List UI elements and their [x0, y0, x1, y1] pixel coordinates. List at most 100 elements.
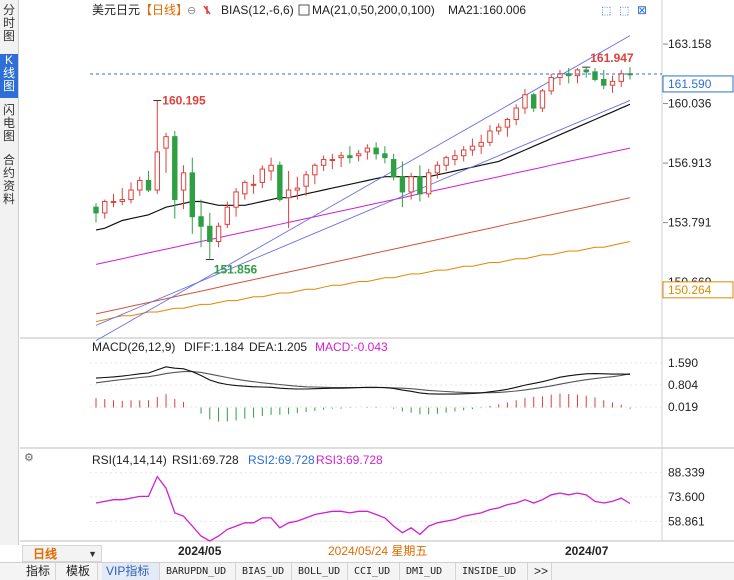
candle-up — [548, 77, 554, 92]
macd-title: MACD(26,12,9) — [92, 340, 175, 354]
expand-icon[interactable]: ⬚ — [601, 5, 611, 17]
candle-down — [531, 94, 537, 109]
settings-icon[interactable]: ⊖ — [187, 5, 196, 17]
candle-up — [495, 126, 502, 132]
period-select[interactable]: 日线 ▼ — [22, 545, 102, 562]
tab-heyue[interactable]: 合约资料 — [2, 153, 15, 206]
tab-indicators[interactable]: 指标 — [22, 563, 56, 580]
candle-up — [434, 164, 441, 174]
rsi2-value: RSI2:69.728 — [248, 453, 315, 467]
candle-up — [539, 90, 546, 109]
tab-more[interactable]: >> — [530, 563, 552, 580]
candle-down — [277, 164, 283, 201]
candle-down — [382, 153, 388, 159]
current-price-label: 161.590 — [668, 77, 712, 91]
rsi-tick-label: 73.600 — [668, 490, 705, 504]
candle-down — [417, 176, 423, 195]
tab-boll[interactable]: BOLL_UD — [294, 563, 348, 580]
candle-up — [163, 136, 169, 149]
tab-barupdn[interactable]: BARUPDN_UD — [162, 563, 236, 580]
ma100-line — [95, 241, 631, 323]
candle-up — [242, 181, 248, 195]
candle-up — [469, 145, 476, 151]
channel-upper-line — [95, 35, 631, 342]
low-annotation: 151.856 — [214, 262, 258, 276]
candle-up — [504, 119, 511, 128]
macd-tick-label: 1.590 — [668, 356, 698, 370]
candle-up — [224, 206, 231, 225]
candle-up — [609, 80, 616, 86]
tab-cci[interactable]: CCI_UD — [350, 563, 400, 580]
macd-lines — [95, 366, 631, 395]
high-annotation: 160.195 — [162, 94, 206, 108]
tab-kline[interactable]: K线图 — [0, 54, 18, 98]
candle-up — [312, 164, 318, 176]
price-tick-label: 153.791 — [668, 216, 712, 230]
price-tick-label: 156.913 — [668, 156, 712, 170]
candle-down — [592, 71, 598, 80]
candle-up — [487, 130, 493, 143]
tab-shandian[interactable]: 闪电图 — [2, 103, 15, 143]
candle-down — [583, 69, 589, 73]
ma21-line — [95, 103, 631, 231]
tab-inside[interactable]: INSIDE_UD — [458, 563, 528, 580]
rsi-title: RSI(14,14,14) — [92, 453, 167, 467]
candle-up — [233, 191, 239, 208]
candle-up — [102, 200, 108, 214]
rsi-settings-icon[interactable]: ⚙ — [24, 452, 34, 464]
candle-up — [180, 172, 187, 191]
close-icon[interactable]: ⊠ — [637, 3, 647, 17]
candle-up — [513, 107, 519, 120]
macd-diff: DIFF:1.184 — [184, 340, 244, 354]
ma-label: MA(21,0,50,200,0,100) — [312, 3, 435, 17]
symbol-name: 美元日元 — [92, 3, 140, 17]
candle-up — [329, 159, 336, 162]
candle-down — [198, 216, 204, 227]
macd_diff-line — [95, 366, 631, 395]
candle-down — [172, 136, 178, 201]
tab-templates[interactable]: 模板 — [62, 563, 98, 580]
bottom-tab-bar: 指标 模板 VIP指标 BARUPDN_UD BIAS_UD BOLL_UD C… — [0, 562, 734, 580]
candle-up — [355, 153, 362, 157]
macd-grid — [90, 362, 662, 408]
candle-up — [268, 164, 274, 172]
candle-down — [207, 225, 213, 242]
fullscreen-icon[interactable]: ⬚ — [619, 5, 629, 17]
macd-tick-label: 0.019 — [668, 400, 698, 414]
candle-up — [119, 199, 125, 202]
ma-toggle-icon[interactable] — [298, 4, 310, 16]
candle-down — [145, 180, 152, 191]
kline-chart[interactable]: 美元日元 【日线】 ⊖ BIAS(12,-6,6) MA(21,0,50,200… — [0, 0, 734, 562]
candle-up — [215, 225, 222, 242]
candles — [93, 66, 633, 260]
candle-up — [285, 189, 292, 199]
candle-up — [110, 200, 117, 203]
price-tick-label: 160.036 — [668, 97, 712, 111]
price-tick-label: 163.158 — [668, 37, 712, 51]
candle-up — [320, 159, 327, 166]
time-label-may: 2024/05 — [178, 544, 222, 558]
rsi-grid — [90, 472, 662, 522]
candle-up — [154, 151, 160, 191]
tab-bias[interactable]: BIAS_UD — [238, 563, 292, 580]
tab-vip-indicators[interactable]: VIP指标 — [102, 563, 160, 580]
rsi-tick-label: 58.861 — [668, 514, 705, 528]
candle-up — [250, 183, 257, 186]
ma21-value: MA21:160.006 — [448, 3, 526, 17]
ma-tag-box — [662, 281, 734, 299]
bias-arrow-icon — [203, 5, 211, 15]
rsi-axis: 88.339 73.600 58.861 — [668, 466, 705, 529]
macd-tick-label: 0.804 — [668, 378, 698, 392]
candle-down — [189, 172, 195, 218]
time-cursor-label: 2024/05/24 星期五 — [328, 544, 427, 558]
tab-fenshi[interactable]: 分时图 — [2, 3, 15, 43]
candle-up — [294, 187, 301, 191]
candle-up — [618, 73, 624, 82]
time-label-jul: 2024/07 — [565, 544, 609, 558]
tab-dmi[interactable]: DMI_UD — [402, 563, 456, 580]
recent-high-annotation: 161.947 — [590, 51, 634, 65]
macd_dea-line — [95, 371, 631, 394]
side-tab-bar: 分时图 K线图 闪电图 合约资料 — [0, 0, 19, 545]
candle-up — [522, 94, 528, 109]
